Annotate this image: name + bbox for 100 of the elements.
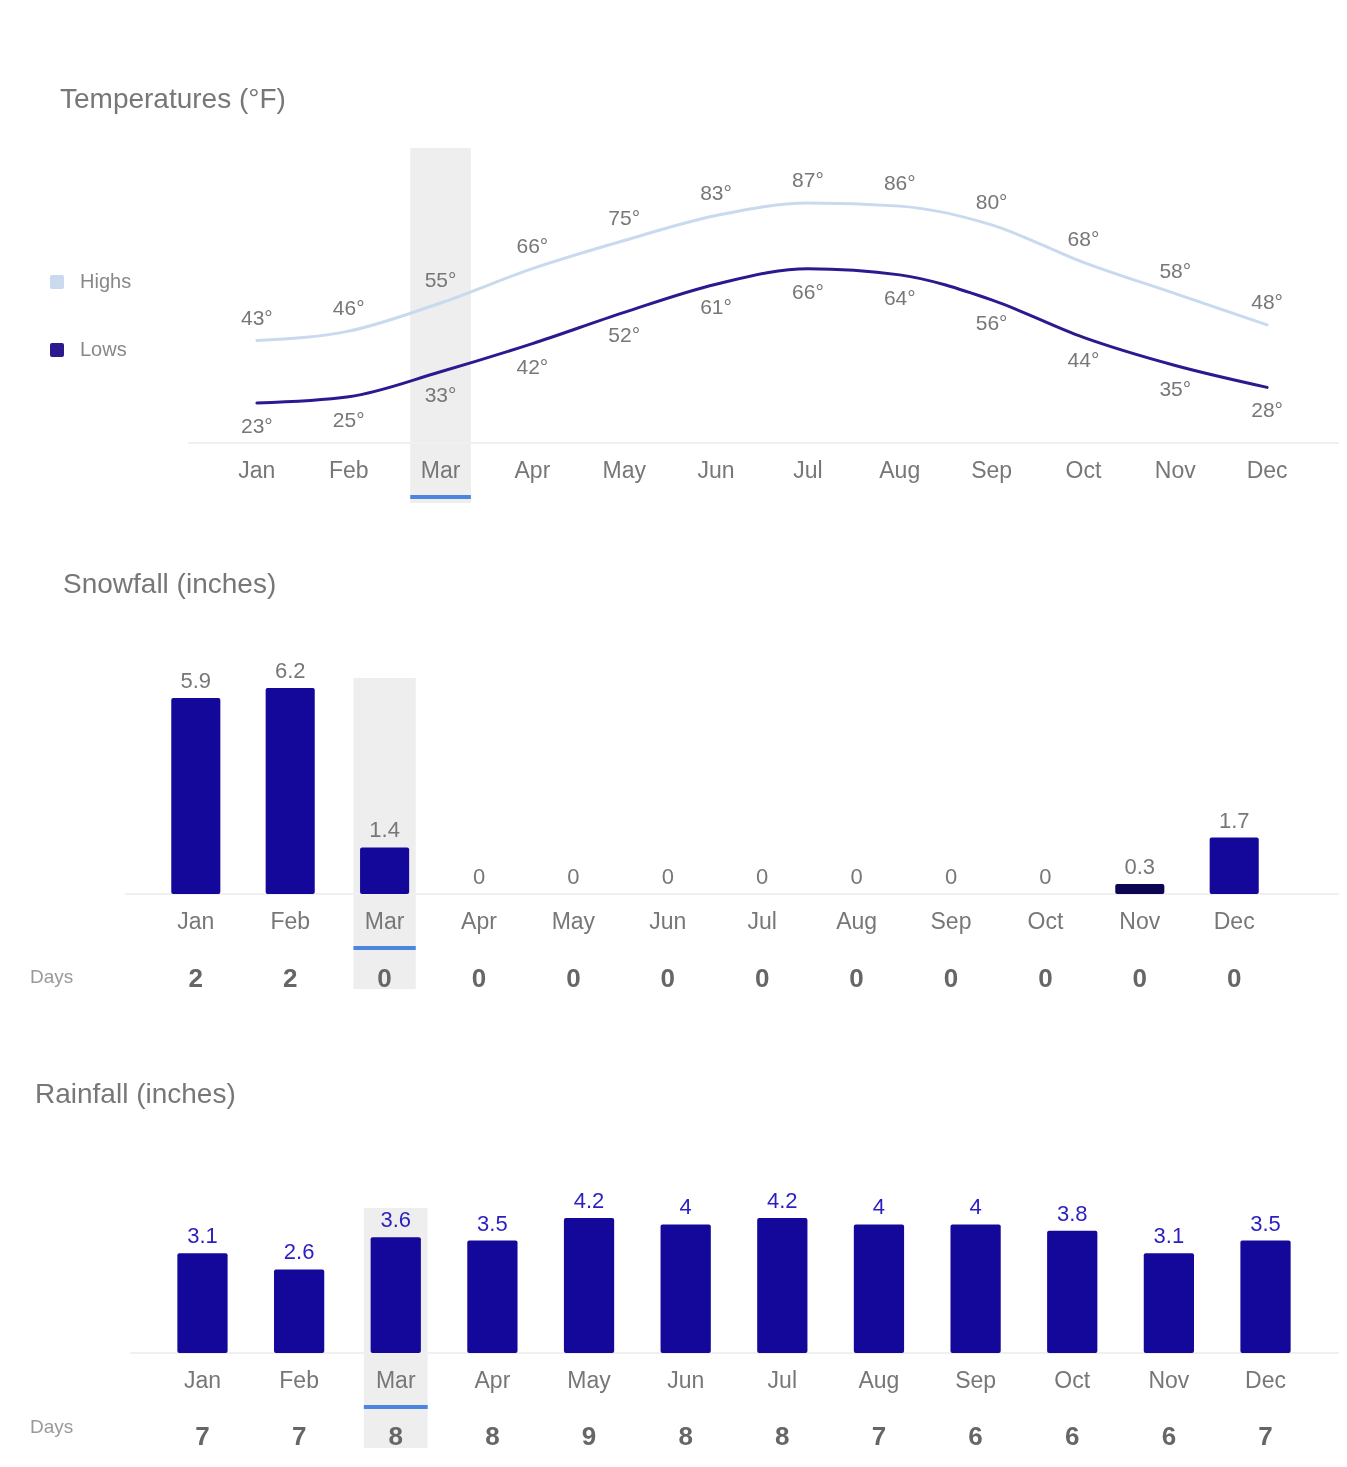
data-label: 56° bbox=[975, 310, 1008, 334]
x-tick-label: Aug bbox=[858, 1367, 900, 1393]
data-label: 7 bbox=[291, 1420, 307, 1451]
x-tick-label: Aug bbox=[879, 457, 921, 483]
bar bbox=[467, 1240, 518, 1353]
x-tick-label: Jul bbox=[767, 1367, 798, 1393]
bar bbox=[1240, 1240, 1291, 1353]
data-label: 43° bbox=[241, 305, 273, 329]
bar bbox=[563, 1218, 615, 1353]
bar bbox=[1209, 837, 1259, 894]
data-label: 42° bbox=[516, 354, 549, 378]
data-label: 0 bbox=[1226, 963, 1242, 993]
data-label: 0 bbox=[1132, 963, 1148, 993]
data-label: 23° bbox=[241, 414, 273, 437]
data-label: 28° bbox=[1251, 398, 1283, 422]
bar bbox=[853, 1224, 905, 1353]
data-label: 48° bbox=[1251, 289, 1283, 313]
data-label: 8 bbox=[485, 1420, 500, 1451]
data-label: 55° bbox=[424, 268, 457, 291]
data-label: 7 bbox=[1258, 1420, 1273, 1451]
data-label: 75° bbox=[608, 205, 641, 229]
data-label: 86° bbox=[883, 171, 916, 195]
x-tick-label: Dec bbox=[1245, 1367, 1286, 1393]
x-tick-label: Oct bbox=[1065, 457, 1102, 483]
data-label: 5.9 bbox=[180, 667, 212, 693]
chart-title: Snowfall (inches) bbox=[63, 568, 277, 599]
data-label: 33° bbox=[424, 382, 457, 406]
data-label: 0 bbox=[1038, 963, 1053, 993]
x-tick-label: Jul bbox=[793, 457, 823, 483]
data-label: 0 bbox=[566, 963, 581, 993]
data-label: 3.6 bbox=[380, 1207, 412, 1233]
data-label: 0.3 bbox=[1124, 854, 1156, 880]
data-label: 2 bbox=[282, 963, 298, 993]
x-tick-label: Apr bbox=[474, 1367, 511, 1393]
data-label: 4 bbox=[679, 1194, 692, 1220]
data-label: 0 bbox=[377, 963, 392, 993]
x-tick-label: Feb bbox=[328, 457, 369, 483]
data-label: 8 bbox=[678, 1420, 693, 1451]
data-label: 68° bbox=[1067, 227, 1100, 251]
data-label: 8 bbox=[388, 1420, 403, 1451]
x-tick-label: Oct bbox=[1027, 908, 1064, 934]
data-label: 0 bbox=[471, 963, 487, 993]
data-label: 4.2 bbox=[767, 1188, 798, 1213]
data-label: 7 bbox=[195, 1420, 210, 1451]
x-tick-label: Oct bbox=[1054, 1367, 1091, 1393]
x-tick-label: Nov bbox=[1119, 908, 1161, 934]
x-tick-label: Sep bbox=[971, 457, 1013, 483]
data-label: 3.5 bbox=[1250, 1210, 1281, 1236]
bar bbox=[1143, 1253, 1194, 1353]
x-tick-label: Dec bbox=[1246, 457, 1288, 483]
bar bbox=[660, 1224, 711, 1353]
data-label: 1.4 bbox=[369, 817, 400, 843]
data-label: 52° bbox=[608, 323, 641, 347]
x-tick-label: Feb bbox=[270, 908, 311, 934]
x-tick-label: Nov bbox=[1154, 457, 1197, 483]
text: Days bbox=[30, 1416, 74, 1437]
bar bbox=[1047, 1230, 1098, 1353]
chart-title: Temperatures (°F) bbox=[60, 83, 286, 114]
data-label: 6 bbox=[1161, 1420, 1177, 1451]
bar bbox=[177, 1253, 228, 1353]
x-tick-label: Sep bbox=[930, 908, 972, 934]
chart-title: Rainfall (inches) bbox=[35, 1078, 236, 1109]
data-label: 0 bbox=[943, 963, 959, 993]
data-label: 87° bbox=[792, 168, 824, 191]
x-tick-label: Aug bbox=[836, 908, 878, 934]
data-label: 3.1 bbox=[187, 1223, 218, 1249]
data-label: 0 bbox=[1039, 864, 1052, 889]
x-tick-label: Apr bbox=[514, 457, 551, 483]
data-label: 58° bbox=[1159, 258, 1192, 282]
bar bbox=[757, 1218, 808, 1353]
data-label: 35° bbox=[1159, 376, 1192, 400]
data-label: 4 bbox=[969, 1194, 982, 1220]
x-tick-label: Mar bbox=[364, 908, 405, 934]
data-label: 3.8 bbox=[1056, 1200, 1088, 1226]
data-label: 61° bbox=[700, 295, 732, 319]
x-tick-label: Jun bbox=[697, 457, 735, 483]
text: Days bbox=[30, 966, 74, 987]
data-label: 1.7 bbox=[1218, 807, 1250, 833]
data-label: 0 bbox=[754, 963, 770, 993]
data-label: 25° bbox=[332, 407, 365, 431]
data-label: 3.1 bbox=[1153, 1223, 1185, 1249]
x-tick-label: Jan bbox=[183, 1367, 222, 1393]
x-tick-label: Nov bbox=[1148, 1367, 1190, 1393]
bar bbox=[265, 688, 315, 894]
x-tick-label: Mar bbox=[375, 1367, 416, 1393]
legend-label: Lows bbox=[80, 338, 127, 360]
data-label: 0 bbox=[849, 963, 864, 993]
data-label: 0 bbox=[660, 963, 676, 993]
bar bbox=[1115, 884, 1165, 894]
data-label: 0 bbox=[756, 864, 769, 889]
x-tick-label: Jan bbox=[177, 908, 215, 934]
data-label: 6 bbox=[968, 1420, 983, 1451]
x-tick-label: Apr bbox=[461, 908, 498, 934]
data-label: 3.5 bbox=[477, 1210, 508, 1236]
data-label: 0 bbox=[567, 864, 580, 889]
bar bbox=[273, 1269, 325, 1353]
data-label: 80° bbox=[975, 189, 1008, 213]
x-tick-label: May bbox=[551, 908, 596, 934]
data-label: 83° bbox=[700, 180, 732, 204]
x-tick-label: Feb bbox=[279, 1367, 319, 1393]
